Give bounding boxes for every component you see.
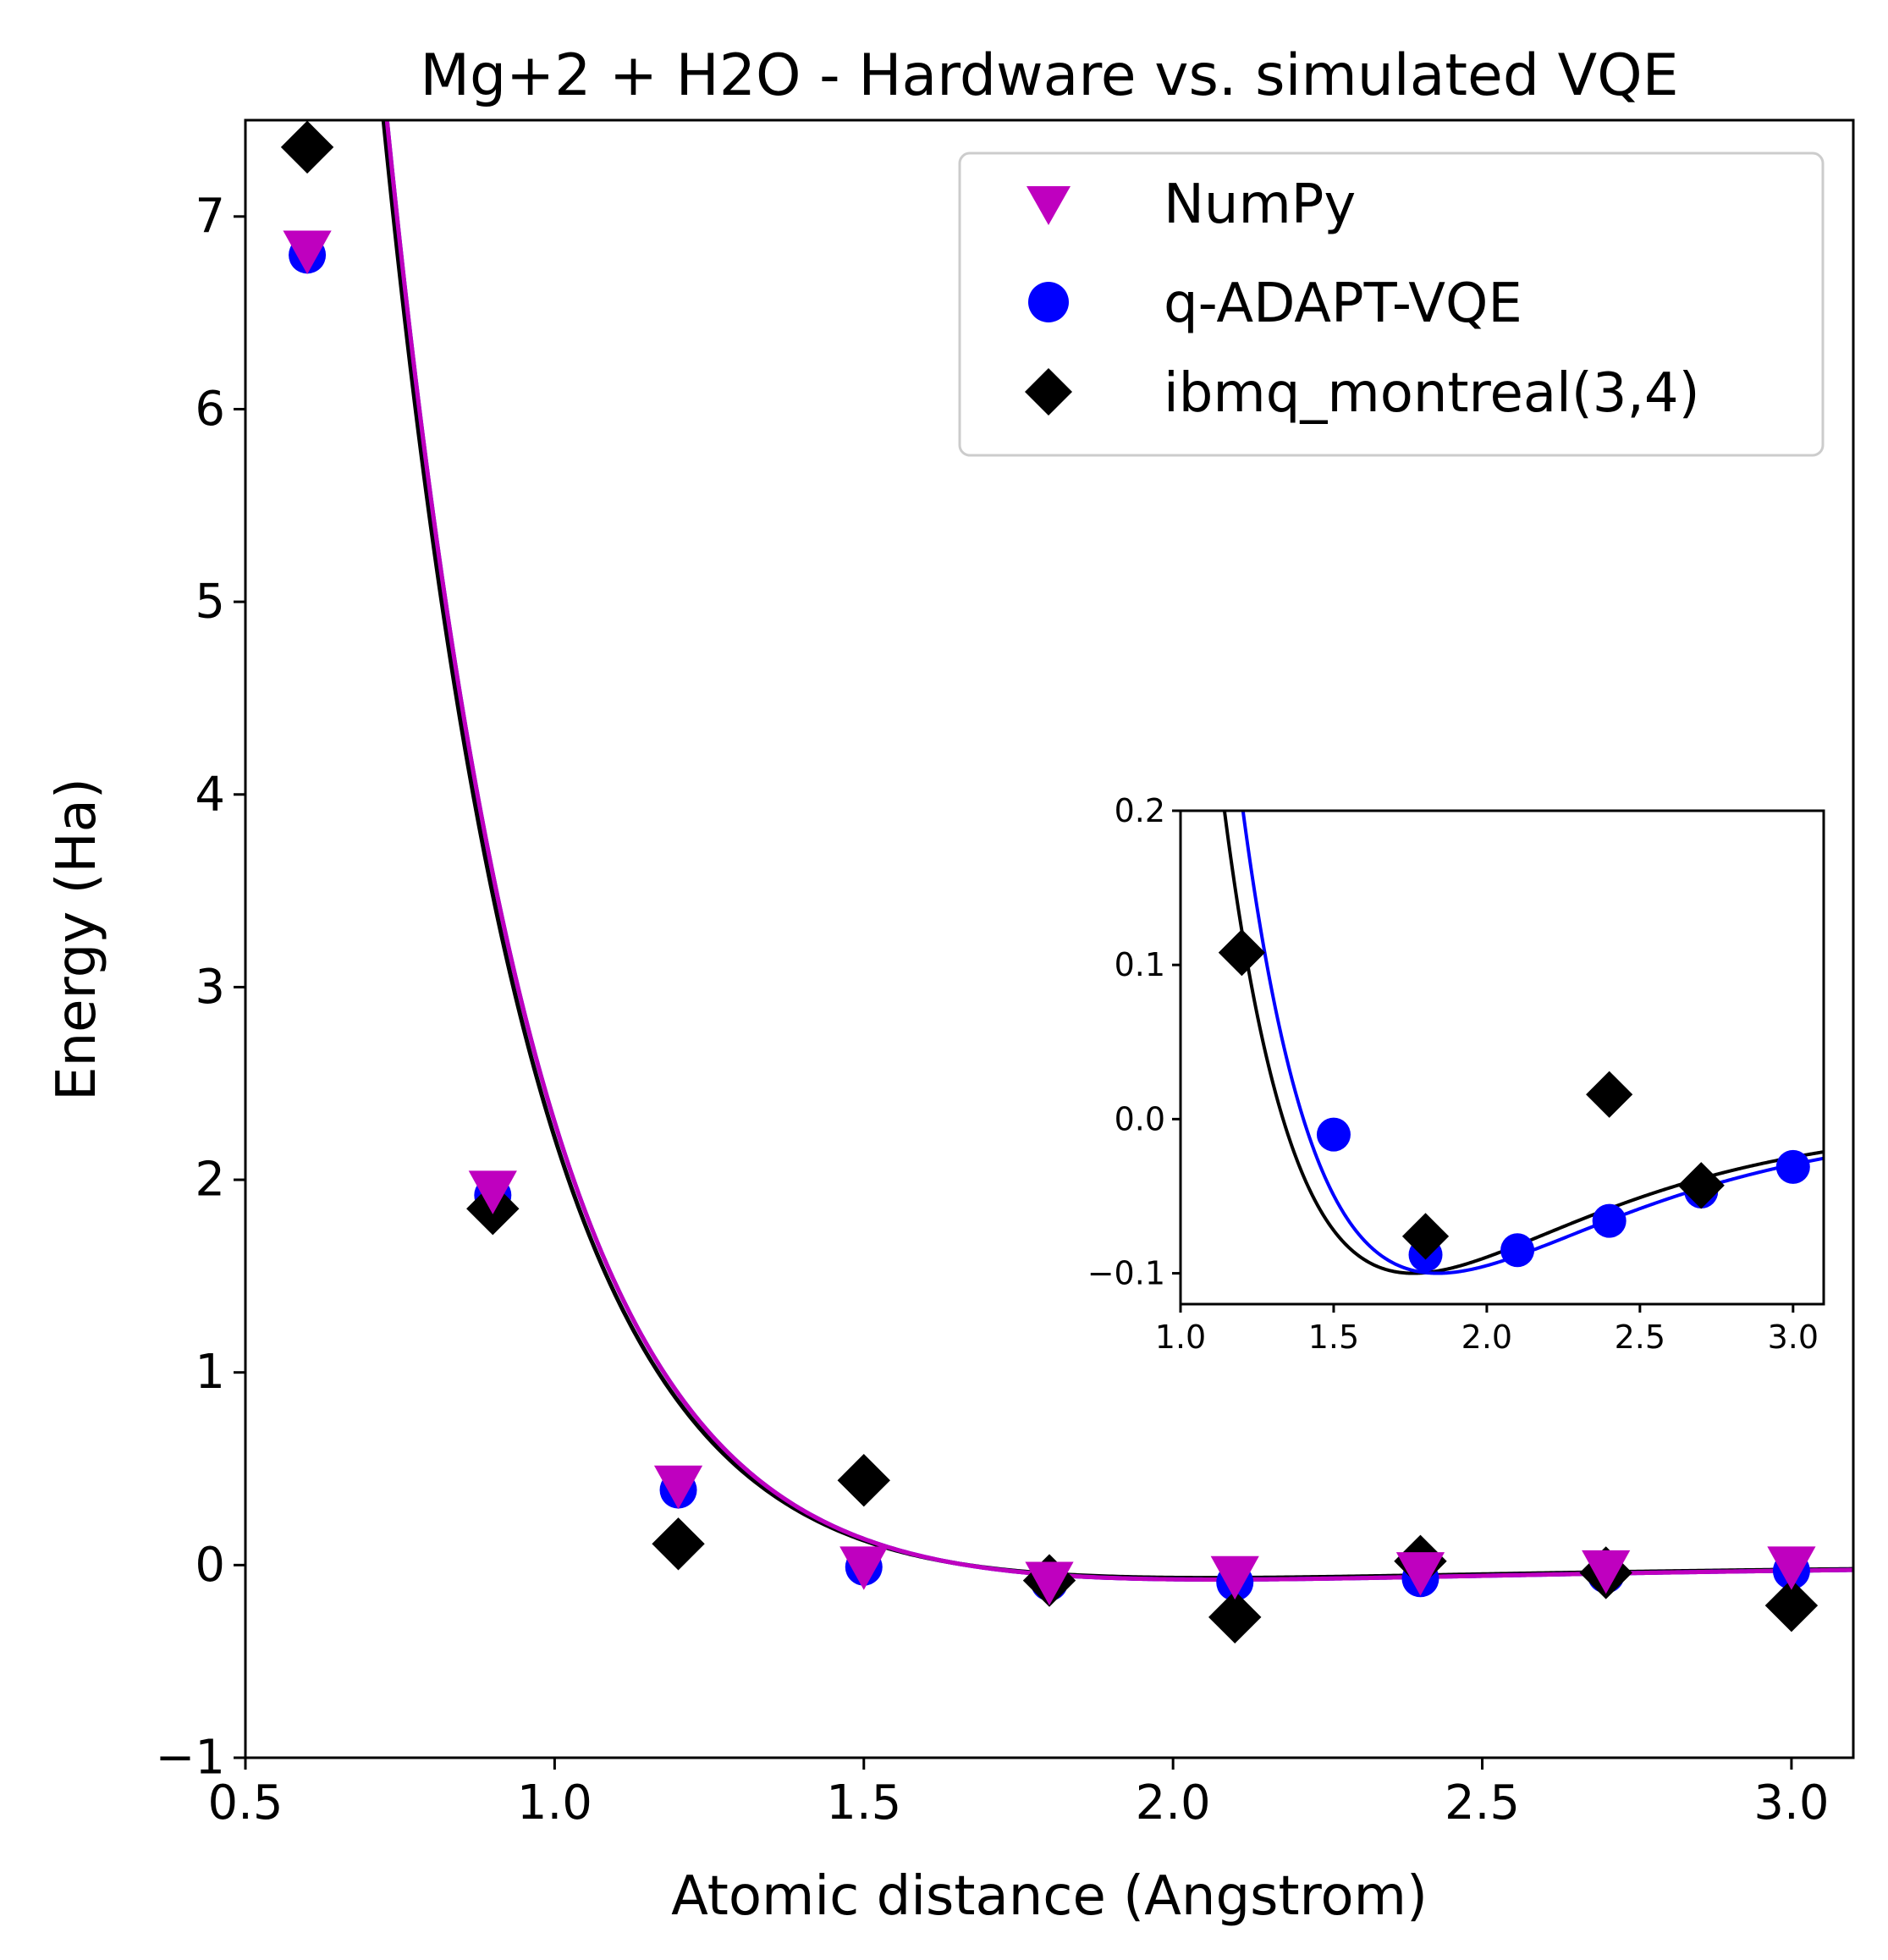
inset-plot-frame: [1179, 809, 1825, 1306]
inset-clipped-layer: [1218, 811, 1824, 1275]
main-x-tick-label: 2.5: [1445, 1776, 1520, 1831]
inset-point-circle: [1500, 1233, 1535, 1268]
main-y-tick-label: 0: [195, 1538, 225, 1593]
inset-y-tick-label: 0.2: [1115, 792, 1165, 829]
legend-box: [958, 151, 1825, 457]
main-point-triangle-down: [1025, 1561, 1074, 1606]
main-point-triangle-down: [283, 230, 332, 274]
main-point-diamond: [1208, 1590, 1262, 1644]
main-plot-frame: [244, 118, 1855, 1759]
inset-y-tick-label: 0.1: [1115, 946, 1165, 983]
main-y-tick-label: 5: [195, 575, 225, 630]
main-x-tick-label: 0.5: [207, 1776, 283, 1831]
inset-point-diamond: [1401, 1213, 1450, 1260]
main-point-triangle-down: [1210, 1555, 1259, 1600]
main-y-tick-label: 1: [195, 1345, 225, 1400]
legend-label-numpy: NumPy: [1164, 173, 1356, 236]
inset-x-tick-label: 2.0: [1461, 1319, 1512, 1356]
legend-marker-ibmq-montreal-diamond-icon: [1025, 368, 1072, 416]
inset-ticks: 1.0 1.5 2.0 2.5 3.0 −0.1 0.0 0.1 0.2: [1087, 792, 1819, 1356]
main-clipped-layer: [280, 120, 1853, 1644]
main-y-tick-label: 4: [195, 767, 225, 822]
legend-marker-numpy-triangle-icon: [1027, 186, 1071, 225]
main-point-triangle-down: [1582, 1550, 1631, 1594]
x-axis-label: Atomic distance (Angstrom): [671, 1865, 1428, 1928]
main-ticks: 0.5 1.0 1.5 2.0 2.5 3.0 −1 0 1 2 3 4 5 6 7: [155, 189, 1829, 1831]
legend-marker-q-adapt-vqe-circle-icon: [1028, 282, 1069, 322]
main-point-diamond: [280, 120, 334, 174]
inset-axes: 1.0 1.5 2.0 2.5 3.0 −0.1 0.0 0.1 0.2: [1087, 792, 1825, 1356]
inset-x-tick-label: 1.0: [1155, 1319, 1206, 1356]
main-point-triangle-down: [1395, 1552, 1445, 1596]
inset-x-tick-label: 1.5: [1308, 1319, 1359, 1356]
inset-y-tick-label: 0.0: [1115, 1100, 1165, 1137]
inset-point-circle: [1316, 1117, 1351, 1152]
main-y-tick-label: 2: [195, 1153, 225, 1208]
inset-point-diamond: [1586, 1071, 1633, 1118]
main-y-tick-label: 7: [195, 189, 225, 244]
main-y-tick-label: −1: [155, 1731, 225, 1786]
main-point-diamond: [837, 1453, 890, 1507]
legend: NumPy q-ADAPT-VQE ibmq_montreal(3,4): [958, 151, 1825, 457]
main-y-tick-label: 3: [195, 960, 225, 1015]
main-x-tick-label: 2.0: [1136, 1776, 1211, 1831]
main-y-tick-label: 6: [195, 382, 225, 437]
main-point-diamond: [1764, 1578, 1819, 1632]
main-x-tick-label: 1.0: [517, 1776, 592, 1831]
inset-y-tick-label: −0.1: [1087, 1255, 1165, 1292]
main-point-triangle-down: [1767, 1546, 1816, 1590]
inset-x-tick-label: 2.5: [1615, 1319, 1665, 1356]
legend-label-q-adapt-vqe: q-ADAPT-VQE: [1164, 273, 1522, 335]
inset-point-circle: [1592, 1203, 1627, 1238]
main-point-triangle-down: [468, 1170, 517, 1214]
inset-point-circle: [1775, 1149, 1810, 1184]
main-x-tick-label: 3.0: [1753, 1776, 1829, 1831]
legend-label-ibmq-montreal: ibmq_montreal(3,4): [1164, 362, 1700, 425]
inset-point-diamond: [1677, 1162, 1725, 1209]
main-point-diamond: [652, 1517, 705, 1571]
inset-point-diamond: [1218, 929, 1265, 977]
main-point-triangle-down: [839, 1546, 889, 1590]
y-axis-label: Energy (Ha): [46, 778, 108, 1101]
inset-x-tick-label: 3.0: [1768, 1319, 1819, 1356]
main-series-layer: [280, 120, 1853, 1644]
main-x-tick-label: 1.5: [826, 1776, 901, 1831]
main-point-triangle-down: [653, 1465, 703, 1510]
chart-title: Mg+2 + H2O - Hardware vs. simulated VQE: [420, 42, 1678, 109]
inset-series-layer: [1218, 811, 1824, 1275]
inset-plot-area: [1181, 811, 1824, 1304]
